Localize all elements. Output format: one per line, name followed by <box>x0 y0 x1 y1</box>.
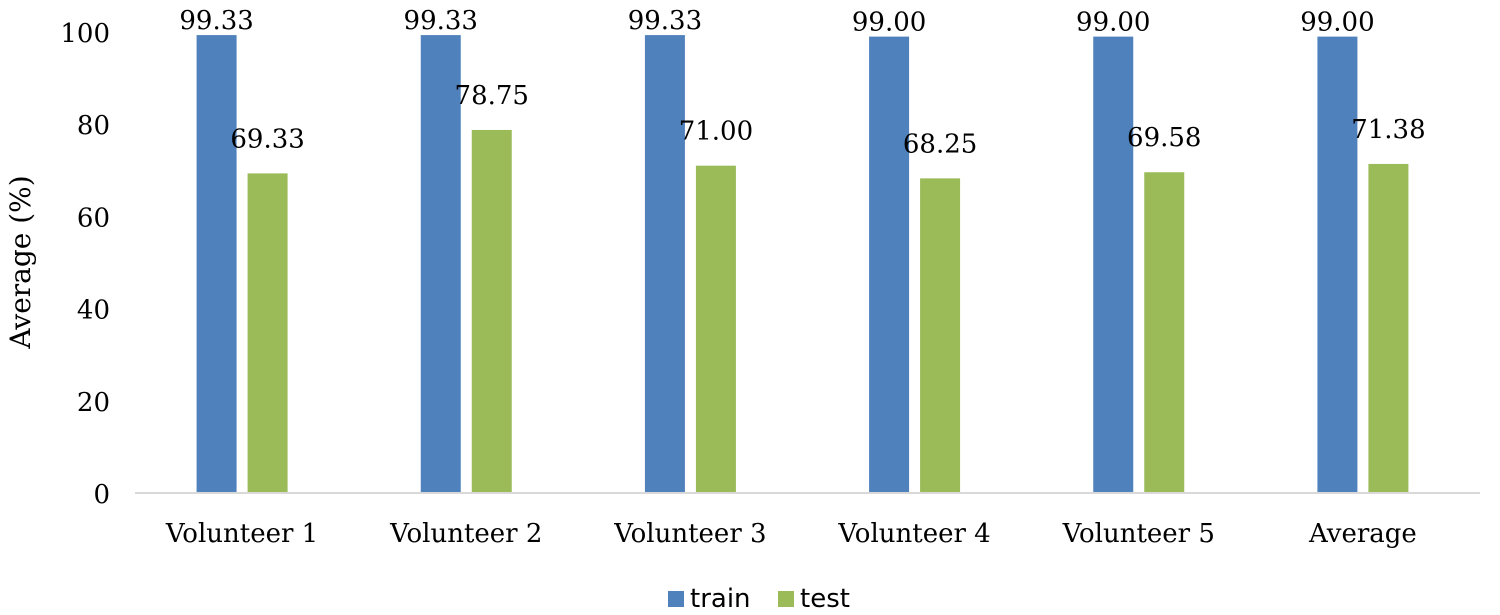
y-axis-ticks: 0 20 40 60 80 100 <box>60 19 110 510</box>
x-tick-label: Volunteer 1 <box>165 519 318 549</box>
x-tick-label: Volunteer 4 <box>837 519 990 549</box>
bar-train <box>1317 36 1358 494</box>
y-tick-label: 40 <box>77 296 110 326</box>
y-axis-label: Average (%) <box>4 175 37 349</box>
x-tick-label: Volunteer 2 <box>389 519 542 549</box>
x-tick-label: Volunteer 3 <box>613 519 766 549</box>
legend-label-test: test <box>800 584 850 614</box>
bar-train <box>869 36 910 494</box>
data-label-test: 69.33 <box>230 124 304 154</box>
bars-layer <box>196 35 1409 494</box>
y-tick-label: 20 <box>77 388 110 418</box>
bar-train <box>196 35 237 494</box>
data-label-test: 71.38 <box>1351 115 1425 145</box>
bar-test <box>1368 163 1409 493</box>
bar-train <box>1093 36 1134 494</box>
data-label-test: 68.25 <box>903 129 977 159</box>
data-label-train: 99.33 <box>179 6 253 36</box>
data-label-train: 99.00 <box>852 8 926 38</box>
y-tick-label: 60 <box>77 203 110 233</box>
legend-swatch-train <box>668 591 684 607</box>
data-label-test: 78.75 <box>455 81 529 111</box>
y-tick-label: 0 <box>93 480 110 510</box>
y-tick-label: 80 <box>77 111 110 141</box>
bar-train <box>420 35 461 494</box>
bar-test <box>920 178 961 493</box>
x-tick-label: Volunteer 5 <box>1062 519 1215 549</box>
data-label-test: 71.00 <box>679 117 753 147</box>
data-label-train: 99.33 <box>404 6 478 36</box>
bar-test <box>695 165 736 493</box>
legend-label-train: train <box>690 584 751 614</box>
data-label-train: 99.00 <box>1076 8 1150 38</box>
legend-swatch-test <box>778 591 794 607</box>
x-tick-label: Average <box>1308 519 1417 549</box>
data-label-train: 99.33 <box>628 6 702 36</box>
data-label-train: 99.00 <box>1300 8 1374 38</box>
bar-test <box>1144 172 1185 493</box>
bar-train <box>644 35 685 494</box>
bar-test <box>471 129 512 493</box>
bar-test <box>247 173 288 493</box>
legend: train test <box>668 584 850 614</box>
y-tick-label: 100 <box>60 19 110 49</box>
data-labels-layer: 99.33 69.33 99.33 78.75 99.33 71.00 99.00 68.25… <box>179 6 1425 159</box>
data-label-test: 69.58 <box>1127 123 1201 153</box>
x-axis-ticks: Volunteer 1 Volunteer 2 Volunteer 3 Volunte… <box>165 519 1417 549</box>
